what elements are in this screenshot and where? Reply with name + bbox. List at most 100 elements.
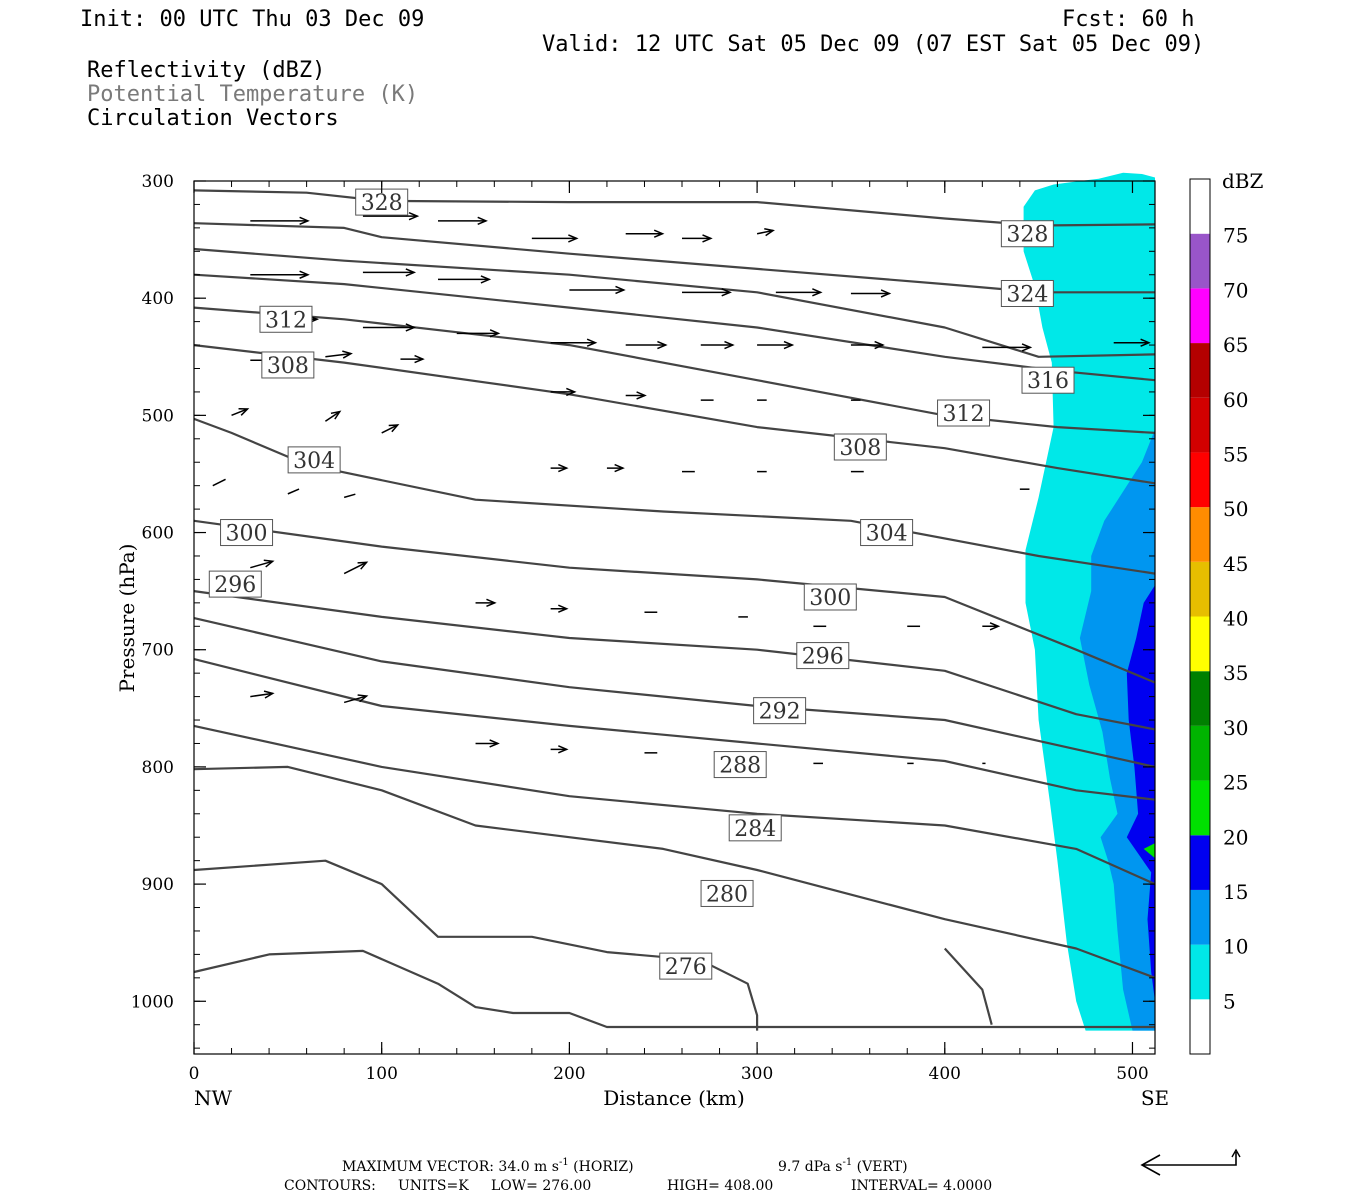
max-vector-vert-tail: (VERT) [852,1159,907,1175]
contours-low: LOW= 276.00 [491,1178,591,1194]
nw-label: NW [194,1086,233,1110]
theta-label-296: 296 [208,570,262,598]
colorbar-swatch [1190,233,1210,289]
colorbar-level: 65 [1223,333,1248,357]
theta-label-308: 308 [261,351,315,379]
theta-contour-296 [193,590,1156,731]
contours-units: UNITS=K [398,1178,469,1194]
plot-frame [193,180,1156,1055]
vector-arrow [569,285,626,295]
field-vectors: Circulation Vectors [87,106,339,131]
theta-label-312: 312 [259,305,313,333]
vector-arrow [362,268,417,277]
colorbar-swatch [1190,780,1210,836]
x-tick-label: 500 [1116,1064,1148,1084]
vector-arrow [625,229,665,238]
x-tick-label: 200 [553,1064,585,1084]
theta-contour-276 [193,949,1155,1029]
svg-text:308: 308 [267,354,309,379]
colorbar-swatch [1190,397,1210,453]
x-tick-label: 400 [929,1064,961,1084]
svg-text:276: 276 [665,955,707,980]
x-tick-label: 0 [189,1064,200,1084]
vector-arrow [400,354,425,364]
vector-arrow [625,391,647,400]
field-reflectivity: Reflectivity (dBZ) [87,58,325,83]
max-vector-vert-text: 9.7 dPa s-1 (VERT) [778,1157,908,1175]
colorbar-title: dBZ [1222,169,1264,193]
vector-arrow [250,216,310,226]
vector-arrow [982,622,1001,631]
y-tick-label: 500 [142,406,174,426]
colorbar-level: 45 [1223,552,1248,576]
plot-area: 328 328 324 316 312 312 308 308 304 304 300 300 296 2… [131,172,1156,1084]
colorbar-level: 60 [1223,388,1248,412]
vector-arrow [625,340,668,350]
colorbar-swatch [1190,725,1210,781]
vector-arrow [756,227,775,237]
theta-label-316: 316 [1021,366,1075,394]
vector-arrow [343,561,369,575]
theta-contour-280 [193,765,1156,979]
axis-ticks: 0 100 200 300 400 500 300 400 500 600 700 800 900 100… [131,172,1155,1084]
svg-text:292: 292 [759,700,801,725]
svg-text:296: 296 [214,573,256,598]
svg-text:328: 328 [361,191,403,216]
vector-arrow [287,488,300,495]
y-axis-label: Pressure (hPa) [115,544,139,693]
colorbar-level: 5 [1223,989,1236,1013]
svg-text:312: 312 [265,308,307,333]
max-vector-vert: 9.7 dPa s [778,1159,842,1175]
theta-contour-300 [193,519,1156,684]
svg-text:284: 284 [734,817,776,842]
colorbar-level: 70 [1223,278,1248,302]
colorbar: 5 10 15 20 25 30 35 40 45 50 55 60 65 70 75 [1189,178,1248,1055]
theta-contour-276 [193,859,759,1031]
vector-arrow [757,340,795,350]
svg-text:304: 304 [293,449,335,474]
theta-label-296: 296 [796,642,850,670]
theta-contour-308 [193,344,1156,485]
theta-contour-312 [193,306,1156,434]
colorbar-swatch [1190,507,1210,562]
vector-arrow [1113,338,1151,347]
theta-contour-320 [193,247,1156,358]
theta-label-284: 284 [728,814,782,842]
colorbar-swatch [1190,561,1210,617]
field-theta: Potential Temperature (K) [87,82,418,107]
x-tick-label: 300 [741,1064,773,1084]
theta-label-312: 312 [937,399,991,427]
colorbar-swatch [1190,835,1210,890]
vector-arrow [456,329,501,338]
vector-arrow [212,478,226,487]
max-vector-horiz-tail: (HORIZ) [569,1159,634,1175]
vector-arrow [982,343,1033,352]
max-vector-vert-exp: -1 [842,1157,852,1168]
vector-arrow [325,350,353,359]
reference-vector [1140,1148,1241,1176]
colorbar-level: 50 [1223,497,1248,521]
x-tick-label: 100 [365,1064,397,1084]
colorbar-level: 25 [1223,771,1248,795]
max-vector-text: MAXIMUM VECTOR: 34.0 m s-1 (HORIZ) [342,1157,634,1175]
theta-contour-284 [193,724,1156,886]
theta-label-328: 328 [355,188,409,216]
colorbar-swatch [1190,999,1210,1054]
vector-arrow [550,745,569,754]
colorbar-level: 15 [1223,880,1248,904]
theta-label-292: 292 [753,697,807,725]
svg-text:324: 324 [1006,282,1048,307]
colorbar-level: 75 [1223,224,1248,248]
colorbar-level: 20 [1223,825,1248,849]
contours-label: CONTOURS: [284,1178,376,1194]
contours-high: HIGH= 408.00 [667,1178,773,1194]
theta-label-304: 304 [860,519,914,547]
svg-text:304: 304 [866,522,908,547]
svg-text:300: 300 [226,522,268,547]
colorbar-level: 30 [1223,716,1248,740]
colorbar-level: 55 [1223,442,1248,466]
colorbar-swatch [1190,671,1210,726]
y-tick-label: 300 [142,172,174,192]
theta-contour-276 [943,947,993,1025]
theta-contours [193,189,1156,1031]
